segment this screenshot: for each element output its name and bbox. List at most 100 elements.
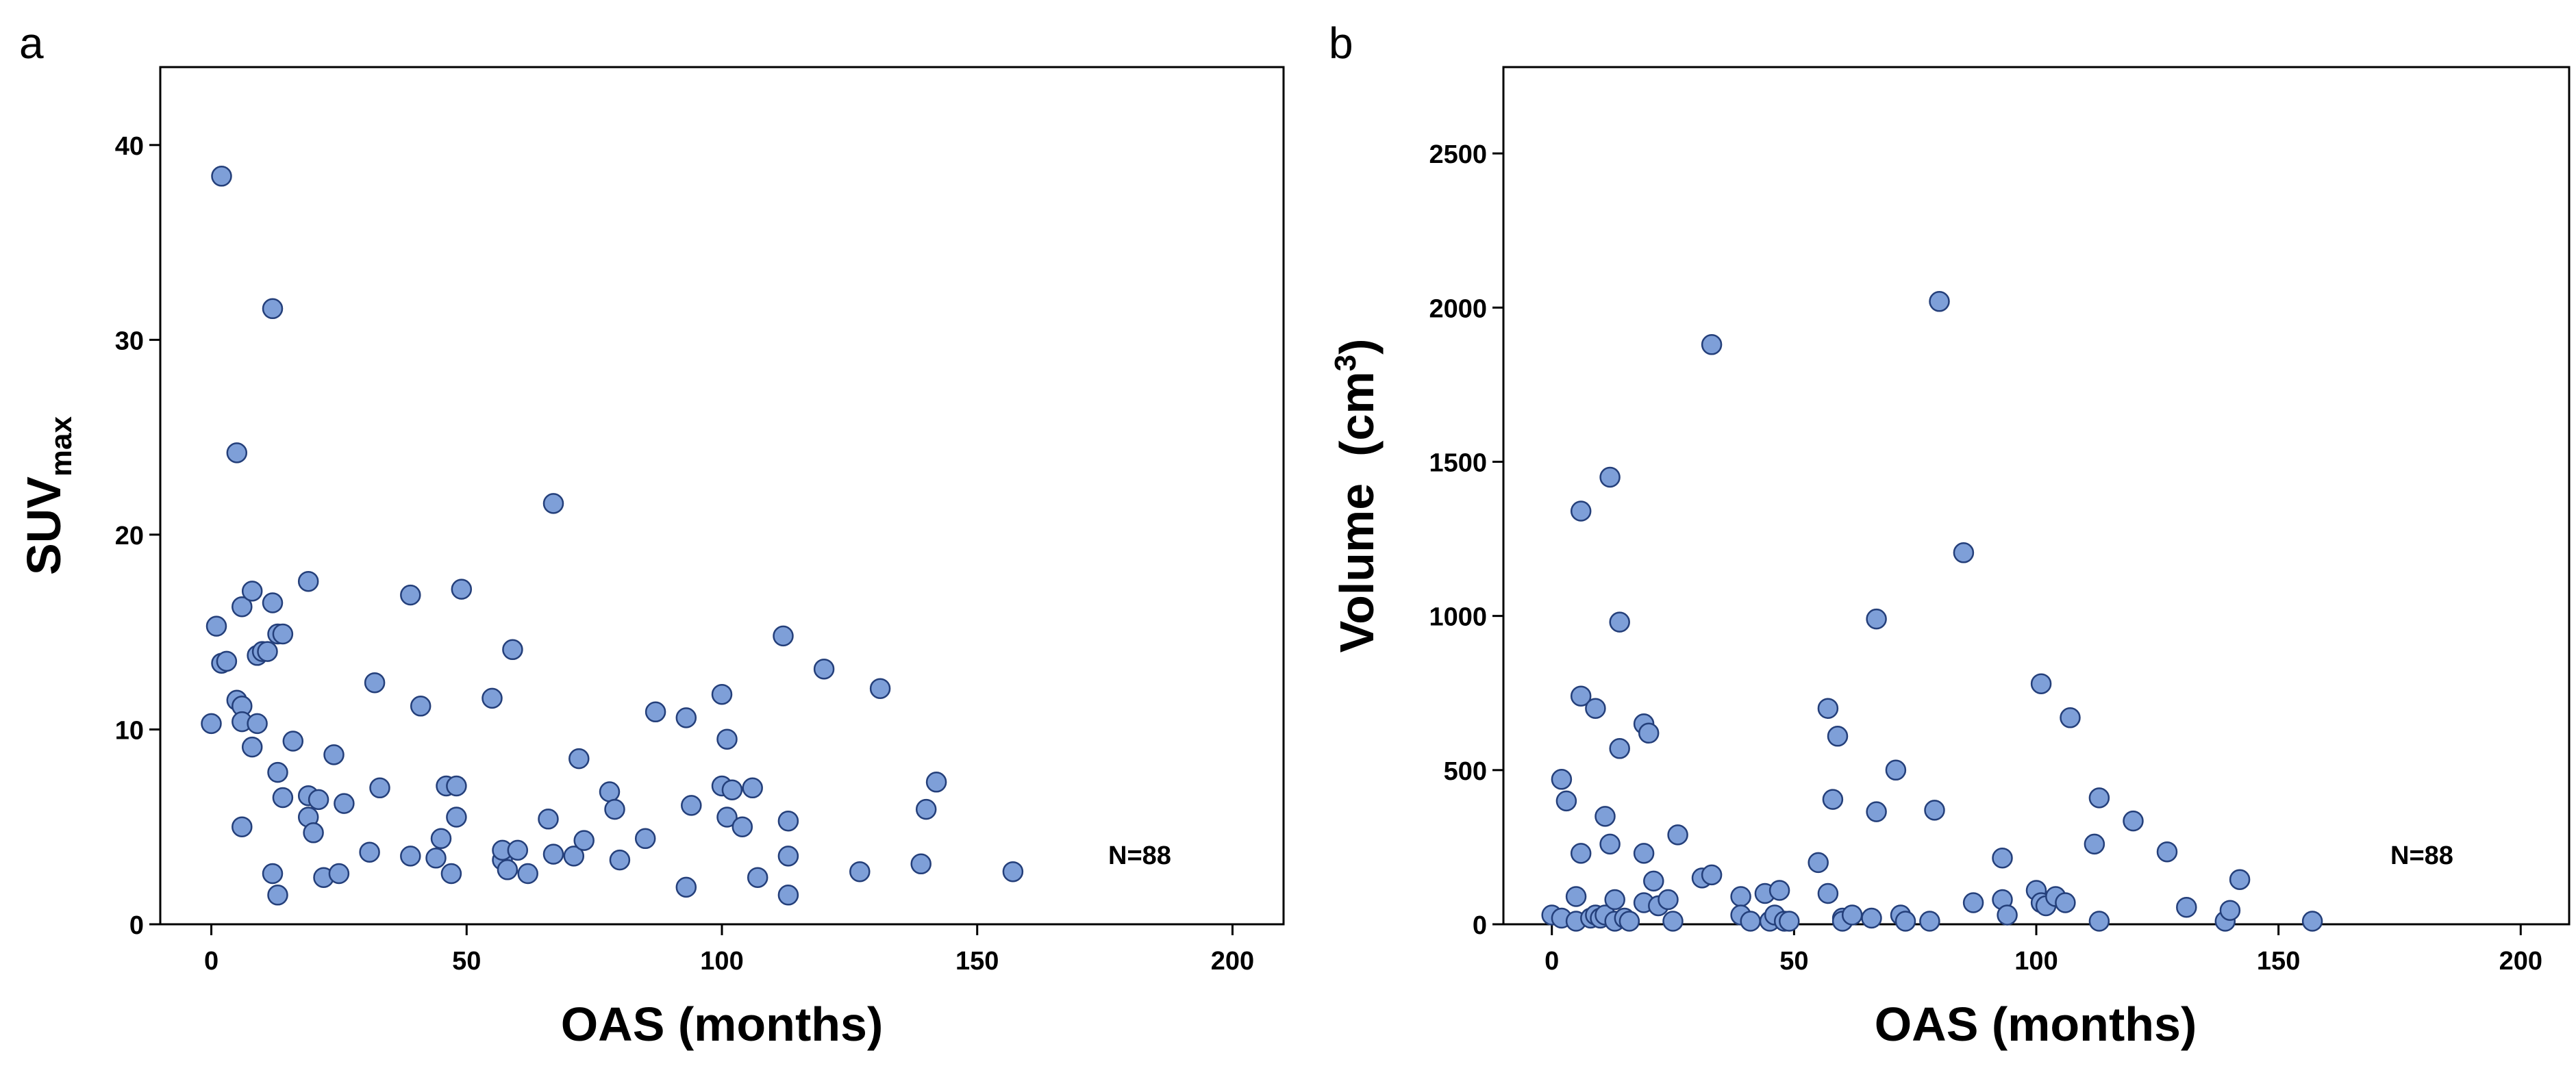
panel-b-data-point-41 <box>1768 880 1790 901</box>
panel-a-data-point-58 <box>563 846 585 867</box>
panel-b-y-tick-label-4: 2000 <box>1429 294 1487 323</box>
panel-a-data-point-40 <box>410 696 432 717</box>
panel-b-data-point-51 <box>1841 904 1863 926</box>
panel-a-y-tick-label-1: 10 <box>115 716 144 745</box>
panel-a-x-tick-label-4: 200 <box>1211 947 1254 976</box>
panel-a-data-point-53 <box>507 839 529 861</box>
panel-a-data-point-75 <box>742 777 763 799</box>
panel-a-data-point-33 <box>328 863 350 885</box>
panel-b-data-point-55 <box>1885 759 1907 781</box>
panel-a-data-point-66 <box>675 876 697 898</box>
panel-a-data-point-4 <box>216 650 238 672</box>
panel-b-data-point-27 <box>1643 870 1664 892</box>
panel-b-data-point-52 <box>1861 907 1882 929</box>
panel-b-data-point-63 <box>1992 847 2013 869</box>
panel-b-data-point-18 <box>1604 889 1625 911</box>
panel-b-data-point-20 <box>1609 738 1630 759</box>
panel-a-data-point-54 <box>517 863 538 885</box>
panel-a-data-point-78 <box>777 810 799 832</box>
panel-b-x-tick-label-3: 150 <box>2257 947 2300 976</box>
panel-a-x-axis: 0 50 100 150 200 <box>204 924 1254 976</box>
panel-b-data-point-60 <box>1929 291 1950 312</box>
panel-a-data-point-30 <box>308 789 329 811</box>
panel-a-data-point-12 <box>241 736 263 758</box>
panel-a-data-point-5 <box>226 442 248 464</box>
panel-a-data-point-32 <box>323 744 345 765</box>
panel-a-data-point-10 <box>232 816 253 837</box>
panel-a-y-tick-label-0: 0 <box>129 911 144 940</box>
panel-b-y-tick-label-0: 0 <box>1473 911 1487 940</box>
panel-b-sample-size: N=88 <box>2390 841 2453 870</box>
panel-a-data-point-23 <box>272 623 294 645</box>
panel-b-data-point-76 <box>2123 810 2144 832</box>
panel-b-x-tick-label-1: 50 <box>1779 947 1808 976</box>
panel-b-letter: b <box>1329 18 1353 68</box>
panel-b-data-point-35 <box>1730 886 1751 907</box>
panel-b-data-point-67 <box>2030 673 2052 694</box>
panel-a-data-point-67 <box>675 707 697 728</box>
panel-a-y-axis-title-main: SUV <box>17 477 71 575</box>
panel-a-data-point-48 <box>482 687 503 709</box>
panel-a-data-point-73 <box>721 779 743 800</box>
panel-a-data-points <box>201 166 1024 906</box>
panel-a-data-point-19 <box>262 863 284 885</box>
panel-a-data-point-41 <box>425 848 447 869</box>
panel-a-data-point-20 <box>267 885 288 906</box>
panel-a-y-tick-label-3: 30 <box>115 327 144 355</box>
panel-b-data-point-61 <box>1953 542 1975 563</box>
panel-a-data-point-34 <box>334 793 355 814</box>
panel-a-data-point-16 <box>257 641 278 662</box>
panel-b-data-point-7 <box>1570 685 1592 707</box>
panel-b-y-axis-title-superscript: 3 <box>1329 355 1362 371</box>
panel-b-data-point-78 <box>2176 896 2197 918</box>
panel-a-data-point-79 <box>777 885 799 906</box>
panel-a-x-axis-title: OAS (months) <box>561 998 884 1051</box>
panel-b-y-tick-label-1: 500 <box>1444 757 1487 786</box>
panel-b-x-tick-label-4: 200 <box>2499 947 2542 976</box>
panel-a-data-point-0 <box>201 713 222 735</box>
panel-b-data-point-54 <box>1866 801 1887 822</box>
panel-b-data-point-45 <box>1817 698 1839 719</box>
panel-b-data-point-8 <box>1570 843 1592 864</box>
panel-a-data-point-55 <box>538 809 559 830</box>
panel-a-data-point-85 <box>915 798 937 820</box>
panel-a-data-point-77 <box>773 625 794 647</box>
panel-a-suvmax-scatter: a 0 50 100 150 200 0 10 20 30 40 OAS (months) SU… <box>17 18 1285 1051</box>
panel-a-data-point-76 <box>747 867 768 888</box>
panel-a-letter: a <box>19 18 44 68</box>
panel-a-data-point-81 <box>813 658 835 680</box>
panel-a-data-point-83 <box>869 678 891 699</box>
panel-b-data-point-26 <box>1638 722 1660 744</box>
panel-b-y-axis-title-main: Volume (cm <box>1330 371 1384 652</box>
panel-a-data-point-8 <box>232 596 253 618</box>
panel-a-data-point-68 <box>681 795 702 816</box>
panel-b-data-point-24 <box>1633 843 1655 864</box>
panel-a-data-point-59 <box>568 748 590 770</box>
panel-b-data-point-19 <box>1609 611 1630 633</box>
panel-b-data-point-34 <box>1701 864 1723 886</box>
panel-a-data-point-65 <box>645 701 666 723</box>
panel-b-data-point-46 <box>1817 883 1839 904</box>
panel-a-data-point-47 <box>451 579 473 600</box>
panel-b-data-point-48 <box>1827 726 1849 747</box>
panel-a-data-point-80 <box>777 846 799 867</box>
panel-b-y-tick-label-5: 2500 <box>1429 140 1487 169</box>
panel-a-data-point-56 <box>542 493 564 514</box>
panel-a-data-point-71 <box>716 728 738 750</box>
panel-a-data-point-21 <box>267 761 288 783</box>
panel-b-data-point-81 <box>2229 869 2251 890</box>
panel-b-data-point-82 <box>2301 911 2323 932</box>
panel-a-data-point-42 <box>430 828 452 850</box>
panel-a-data-point-24 <box>272 787 294 809</box>
panel-b-data-point-37 <box>1740 911 1761 932</box>
panel-a-y-tick-label-2: 20 <box>115 522 144 550</box>
panel-a-sample-size: N=88 <box>1108 841 1171 870</box>
panel-b-data-point-53 <box>1866 608 1887 630</box>
panel-a-data-point-17 <box>262 592 284 613</box>
panel-a-data-point-87 <box>1002 861 1024 883</box>
panel-b-data-point-65 <box>1997 904 2018 926</box>
panel-a-x-tick-label-3: 150 <box>955 947 999 976</box>
panel-a-data-point-38 <box>400 584 421 606</box>
panel-a-data-point-18 <box>262 298 284 320</box>
